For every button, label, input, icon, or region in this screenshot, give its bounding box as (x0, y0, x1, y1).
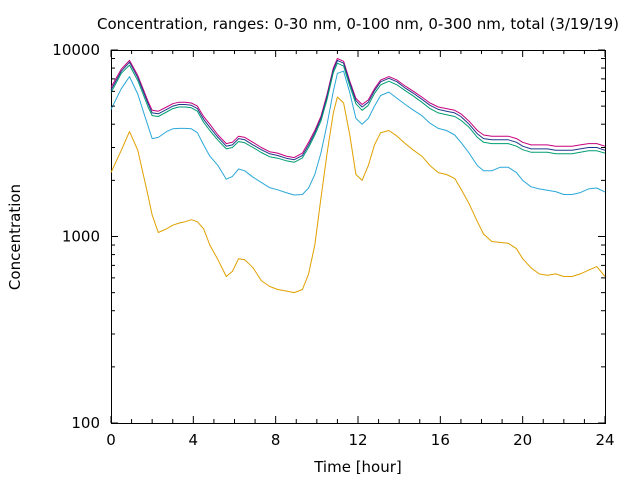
series-line-3 (110, 62, 606, 163)
y-tick-label: 1000 (62, 228, 100, 246)
series-layer (110, 58, 606, 294)
x-tick-label: 16 (431, 431, 450, 449)
x-tick-label: 0 (106, 431, 116, 449)
series-line-5 (110, 96, 606, 294)
x-axis: 0 4 8 12 16 20 24 (106, 50, 615, 449)
x-tick-label: 8 (271, 431, 281, 449)
x-tick-label: 4 (189, 431, 199, 449)
x-axis-label: Time [hour] (313, 458, 402, 476)
y-tick-label: 100 (71, 414, 100, 432)
x-tick-label: 12 (348, 431, 367, 449)
series-line-4 (110, 70, 606, 196)
y-axis: 100 1000 10000 (52, 41, 605, 432)
series-line-2 (110, 59, 606, 161)
x-tick-label: 24 (595, 431, 614, 449)
y-tick-label: 10000 (52, 41, 100, 59)
chart-title: Concentration, ranges: 0-30 nm, 0-100 nm… (97, 15, 619, 33)
series-line-1 (110, 58, 606, 159)
y-axis-label: Concentration (6, 184, 24, 290)
x-tick-label: 20 (513, 431, 532, 449)
